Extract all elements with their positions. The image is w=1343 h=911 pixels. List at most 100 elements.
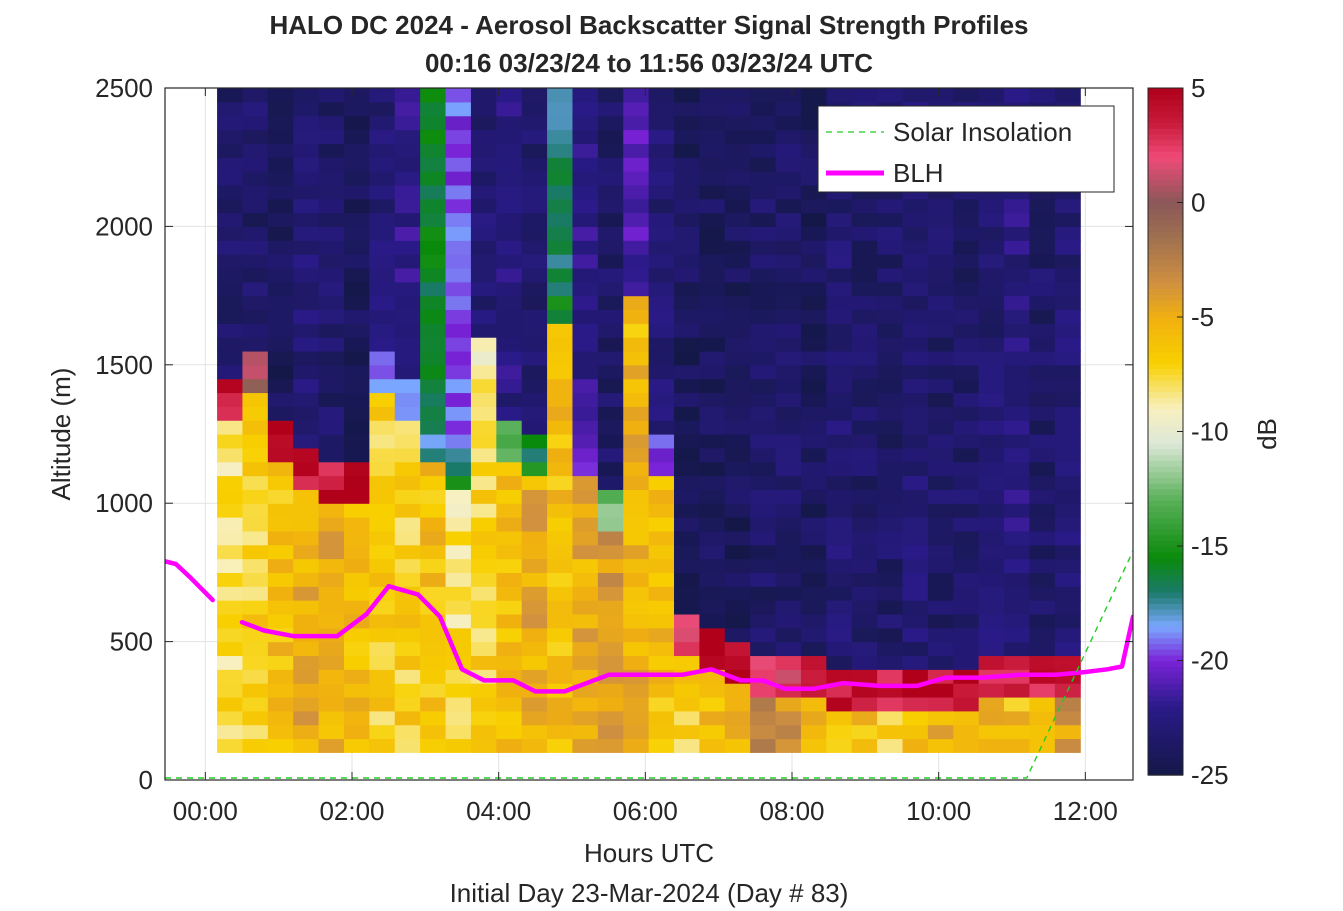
heatmap-cell xyxy=(927,641,954,657)
heatmap-cell xyxy=(496,88,523,103)
heatmap-cell xyxy=(572,212,599,227)
heatmap-cell xyxy=(623,157,650,172)
x-tick-label: 08:00 xyxy=(759,796,824,826)
heatmap-cell xyxy=(1029,558,1056,573)
heatmap-cell xyxy=(496,115,523,131)
heatmap-cell xyxy=(572,157,599,172)
heatmap-cell xyxy=(1054,447,1081,463)
colorbar-segment xyxy=(1148,740,1183,748)
heatmap-cell xyxy=(572,434,599,449)
colorbar-segment xyxy=(1148,362,1183,370)
heatmap-cell xyxy=(724,392,751,407)
heatmap-cell xyxy=(623,406,650,421)
heatmap-cell xyxy=(953,530,980,546)
heatmap-cell xyxy=(547,88,574,103)
heatmap-cell xyxy=(521,267,548,283)
heatmap-cell xyxy=(724,613,751,629)
heatmap-cell xyxy=(521,171,548,186)
chart-subtitle: 00:16 03/23/24 to 11:56 03/23/24 UTC xyxy=(425,48,873,78)
heatmap-cell xyxy=(902,586,929,601)
heatmap-cell xyxy=(217,309,244,324)
heatmap-cell xyxy=(623,171,650,186)
heatmap-cell xyxy=(1004,530,1031,546)
heatmap-cell xyxy=(521,240,548,255)
heatmap-cell xyxy=(420,198,447,214)
legend-box xyxy=(817,105,1115,193)
heatmap-cell xyxy=(699,586,726,601)
heatmap-cell xyxy=(902,572,929,587)
heatmap-cell xyxy=(242,364,269,380)
heatmap-cell xyxy=(293,323,320,338)
heatmap-cell xyxy=(750,88,777,103)
heatmap-cell xyxy=(572,586,599,601)
heatmap-cell xyxy=(597,364,624,380)
heatmap-cell xyxy=(775,323,802,338)
heatmap-cell xyxy=(648,489,675,504)
heatmap-cell xyxy=(877,337,904,352)
colorbar-segment xyxy=(1148,374,1183,381)
heatmap-cell xyxy=(369,350,396,366)
heatmap-cell xyxy=(293,683,320,698)
heatmap-cell xyxy=(851,600,878,615)
heatmap-cell xyxy=(496,406,523,421)
heatmap-cell xyxy=(267,613,294,629)
colorbar-segment xyxy=(1148,208,1183,215)
heatmap-cell xyxy=(800,530,827,546)
heatmap-cell xyxy=(623,101,650,117)
heatmap-cell xyxy=(699,295,726,311)
heatmap-cell xyxy=(978,503,1005,518)
colorbar-segment xyxy=(1148,202,1183,209)
heatmap-cell xyxy=(267,323,294,338)
heatmap-cell xyxy=(953,489,980,504)
heatmap-cell xyxy=(1029,544,1056,560)
heatmap-cell xyxy=(572,738,599,753)
heatmap-cell xyxy=(1004,267,1031,283)
heatmap-cell xyxy=(496,738,523,753)
heatmap-cell xyxy=(902,337,929,352)
heatmap-cell xyxy=(724,641,751,657)
heatmap-cell xyxy=(445,572,472,587)
heatmap-cell xyxy=(217,184,244,200)
heatmap-cell xyxy=(547,392,574,407)
heatmap-cell xyxy=(750,143,777,158)
heatmap-cell xyxy=(470,406,497,421)
heatmap-cell xyxy=(674,254,701,269)
heatmap-cell xyxy=(470,240,497,255)
heatmap-cell xyxy=(547,572,574,587)
heatmap-cell xyxy=(496,101,523,117)
heatmap-cell xyxy=(953,226,980,241)
heatmap-cell xyxy=(521,281,548,297)
heatmap-cell xyxy=(547,641,574,657)
heatmap-cell xyxy=(217,115,244,131)
heatmap-cell xyxy=(318,503,345,518)
heatmap-cell xyxy=(699,350,726,366)
heatmap-cell xyxy=(470,157,497,172)
heatmap-cell xyxy=(496,323,523,338)
heatmap-cell xyxy=(394,683,421,698)
heatmap-cell xyxy=(775,503,802,518)
heatmap-cell xyxy=(724,434,751,449)
heatmap-cell xyxy=(597,530,624,546)
heatmap-cell xyxy=(369,309,396,324)
heatmap-cell xyxy=(674,240,701,255)
heatmap-cell xyxy=(775,378,802,394)
heatmap-cell xyxy=(800,475,827,490)
colorbar-segment xyxy=(1148,723,1183,730)
heatmap-cell xyxy=(344,530,370,546)
heatmap-cell xyxy=(420,309,447,324)
heatmap-cell xyxy=(445,198,472,214)
colorbar-segment xyxy=(1148,494,1183,501)
heatmap-cell xyxy=(572,655,599,670)
heatmap-cell xyxy=(293,489,320,504)
heatmap-cell xyxy=(1029,337,1056,352)
heatmap-cell xyxy=(1004,254,1031,269)
heatmap-cell xyxy=(953,724,980,740)
heatmap-cell xyxy=(724,129,751,144)
heatmap-cell xyxy=(877,323,904,338)
heatmap-cell xyxy=(344,738,370,753)
heatmap-cell xyxy=(699,198,726,214)
heatmap-cell xyxy=(902,710,929,726)
heatmap-cell xyxy=(293,655,320,670)
heatmap-cell xyxy=(623,267,650,283)
heatmap-cell xyxy=(496,710,523,726)
